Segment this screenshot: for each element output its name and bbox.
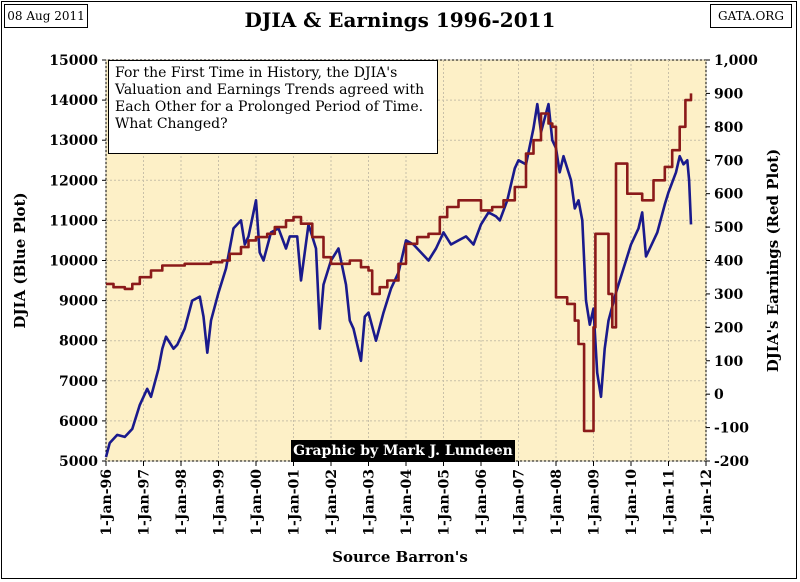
y-tick-left-label: 5000: [59, 454, 98, 470]
y-tick-right-label: 700: [714, 153, 743, 169]
x-tick-label: 1-Jan-04: [399, 469, 415, 536]
y-tick-right-label: -200: [714, 454, 749, 470]
y-tick-right-label: 500: [714, 220, 743, 236]
y-tick-left-label: 13000: [49, 133, 98, 149]
y-tick-right-label: 1,000: [714, 53, 758, 69]
y-tick-left-label: 12000: [49, 173, 98, 189]
y-tick-left-label: 6000: [59, 414, 98, 430]
y-axis-right: -200 -100 0 100 200 300 400 500 600 700 800 900 1,00…: [706, 53, 758, 470]
series-layer: [104, 93, 693, 458]
x-tick-label: 1-Jan-07: [512, 469, 528, 536]
y-tick-right-label: 300: [714, 287, 743, 303]
y-tick-right-label: 400: [714, 254, 743, 270]
y-tick-left-label: 8000: [59, 334, 98, 350]
date-label: 08 Aug 2011: [4, 4, 88, 28]
x-tick-label: 1-Jan-03: [362, 469, 378, 536]
y-axis-left-label: DJIA (Blue Plot): [11, 192, 29, 328]
x-tick-label: 1-Jan-09: [587, 469, 603, 536]
y-tick-left-label: 7000: [59, 374, 98, 390]
source-label: GATA.ORG: [710, 4, 792, 28]
y-tick-left-label: 9000: [59, 294, 98, 310]
x-tick-label: 1-Jan-11: [662, 469, 678, 536]
x-tick-label: 1-Jan-10: [624, 469, 640, 536]
x-axis: 1-Jan-96 1-Jan-97 1-Jan-98 1-Jan-99 1-Jan-00…: [99, 461, 715, 536]
y-tick-right-label: 100: [714, 354, 743, 370]
x-tick-label: 1-Jan-96: [99, 469, 115, 536]
y-tick-left-label: 10000: [49, 254, 98, 270]
x-axis-label: Source Barron's: [332, 548, 468, 566]
y-tick-right-label: 600: [714, 187, 743, 203]
x-tick-label: 1-Jan-99: [212, 469, 228, 536]
y-tick-left-label: 14000: [49, 93, 98, 109]
y-tick-right-label: 0: [714, 387, 724, 403]
credit-label: Graphic by Mark J. Lundeen: [291, 440, 515, 462]
y-axis-right-label: DJIA's Earnings (Red Plot): [764, 149, 782, 373]
y-tick-left-label: 15000: [49, 53, 98, 69]
x-tick-label: 1-Jan-12: [699, 469, 715, 536]
annotation-box: For the First Time in History, the DJIA'…: [108, 60, 438, 154]
x-tick-label: 1-Jan-02: [324, 469, 340, 536]
x-tick-label: 1-Jan-00: [249, 469, 265, 536]
x-tick-label: 1-Jan-97: [137, 469, 153, 536]
y-axis-left: 5000 6000 7000 8000 9000 10000 11000 12000 13000…: [49, 53, 106, 470]
x-tick-label: 1-Jan-98: [174, 469, 190, 536]
series-line-earnings: [106, 93, 693, 433]
x-tick-label: 1-Jan-05: [437, 469, 453, 536]
y-tick-right-label: 900: [714, 86, 743, 102]
y-tick-left-label: 11000: [49, 213, 98, 229]
x-tick-label: 1-Jan-06: [474, 469, 490, 536]
y-tick-right-label: -100: [714, 421, 749, 437]
y-tick-right-label: 200: [714, 320, 743, 336]
y-tick-right-label: 800: [714, 120, 743, 136]
x-tick-label: 1-Jan-01: [287, 469, 303, 536]
chart-title: DJIA & Earnings 1996-2011: [244, 8, 556, 32]
x-tick-label: 1-Jan-08: [549, 469, 565, 536]
